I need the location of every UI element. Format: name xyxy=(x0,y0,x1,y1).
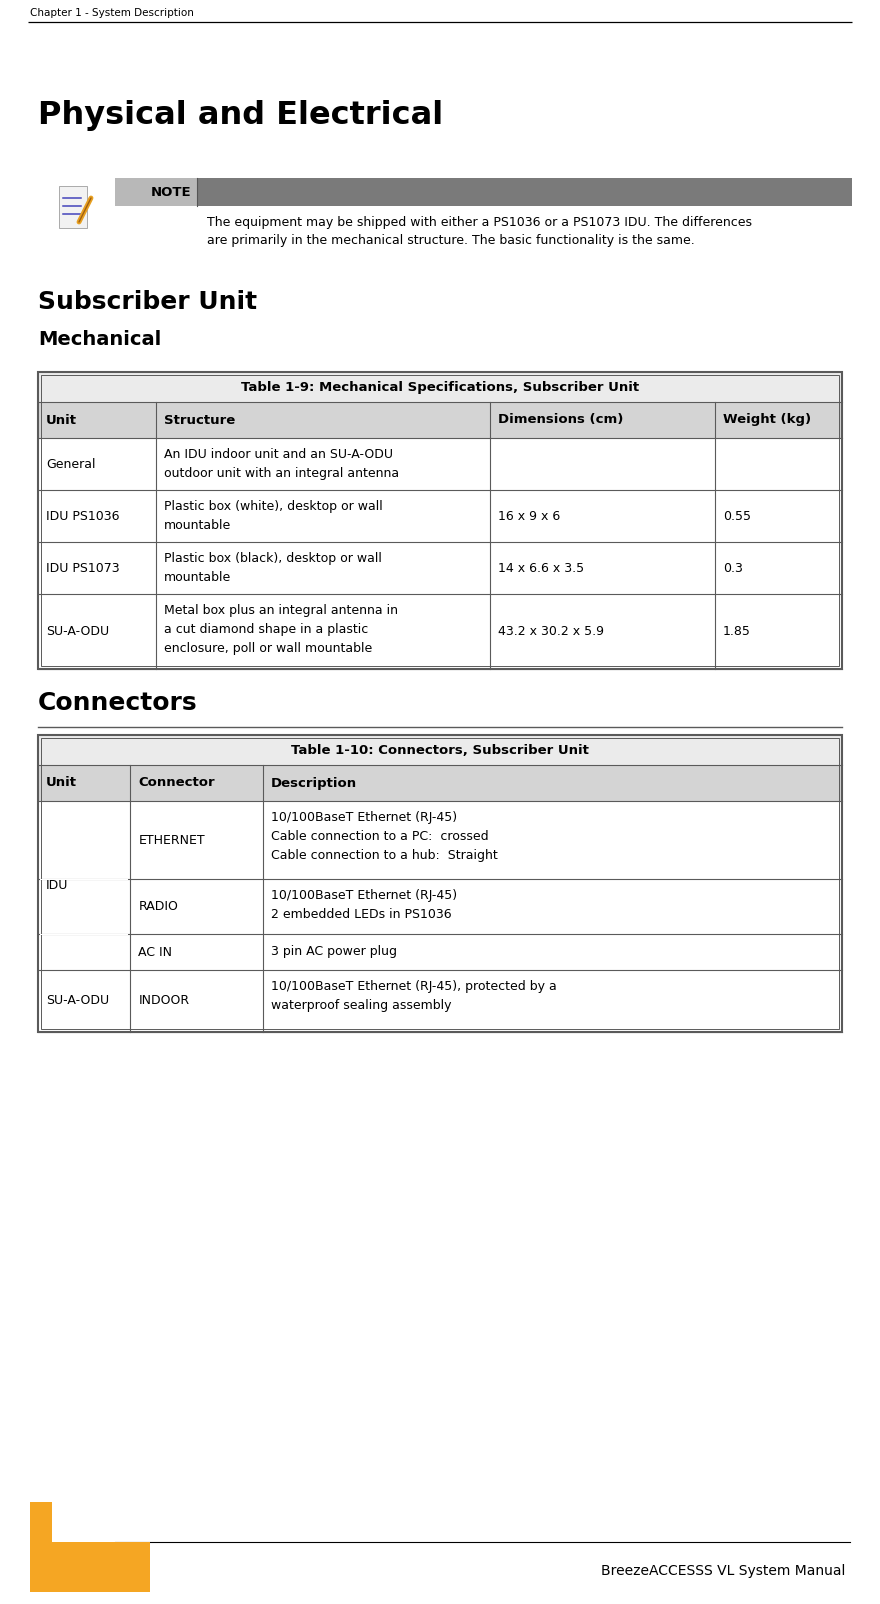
Text: Unit: Unit xyxy=(46,414,77,427)
Text: SU-A-ODU: SU-A-ODU xyxy=(46,994,109,1007)
Text: Dimensions (cm): Dimensions (cm) xyxy=(498,414,623,427)
Text: Physical and Electrical: Physical and Electrical xyxy=(38,99,444,132)
Text: The equipment may be shipped with either a PS1036 or a PS1073 IDU. The differenc: The equipment may be shipped with either… xyxy=(207,217,752,229)
Text: 10/100BaseT Ethernet (RJ-45)
2 embedded LEDs in PS1036: 10/100BaseT Ethernet (RJ-45) 2 embedded … xyxy=(271,889,458,921)
Text: Plastic box (black), desktop or wall
mountable: Plastic box (black), desktop or wall mou… xyxy=(165,552,382,584)
Text: Mechanical: Mechanical xyxy=(38,330,161,350)
Bar xyxy=(59,186,87,228)
Bar xyxy=(38,765,842,800)
Bar xyxy=(38,735,842,1031)
Text: 1.85: 1.85 xyxy=(723,626,751,638)
Text: 0.55: 0.55 xyxy=(723,510,751,523)
Text: 10/100BaseT Ethernet (RJ-45), protected by a
waterproof sealing assembly: 10/100BaseT Ethernet (RJ-45), protected … xyxy=(271,980,557,1012)
Text: Metal box plus an integral antenna in
a cut diamond shape in a plastic
enclosure: Metal box plus an integral antenna in a … xyxy=(165,605,398,654)
Text: 43.2 x 30.2 x 5.9: 43.2 x 30.2 x 5.9 xyxy=(498,626,604,638)
Text: 16 x 9 x 6: 16 x 9 x 6 xyxy=(498,510,560,523)
Text: IDU PS1073: IDU PS1073 xyxy=(46,561,120,574)
Text: are primarily in the mechanical structure. The basic functionality is the same.: are primarily in the mechanical structur… xyxy=(207,234,694,247)
Bar xyxy=(38,372,842,669)
Text: 0.3: 0.3 xyxy=(723,561,743,574)
Bar xyxy=(41,375,839,666)
Text: Description: Description xyxy=(271,776,357,789)
Text: Unit: Unit xyxy=(46,776,77,789)
Bar xyxy=(38,403,842,438)
Text: An IDU indoor unit and an SU-A-ODU
outdoor unit with an integral antenna: An IDU indoor unit and an SU-A-ODU outdo… xyxy=(165,448,400,480)
Text: Structure: Structure xyxy=(165,414,236,427)
Bar xyxy=(30,1541,150,1593)
Text: Connector: Connector xyxy=(138,776,215,789)
Text: Subscriber Unit: Subscriber Unit xyxy=(38,290,257,314)
Bar xyxy=(115,178,852,205)
Text: SU-A-ODU: SU-A-ODU xyxy=(46,626,109,638)
Text: Weight (kg): Weight (kg) xyxy=(723,414,811,427)
Text: RADIO: RADIO xyxy=(138,900,179,913)
Text: BreezeACCESSS VL System Manual: BreezeACCESSS VL System Manual xyxy=(601,1564,845,1578)
Text: IDU: IDU xyxy=(46,879,69,892)
Text: Plastic box (white), desktop or wall
mountable: Plastic box (white), desktop or wall mou… xyxy=(165,500,383,533)
Bar xyxy=(38,372,842,403)
Text: IDU PS1036: IDU PS1036 xyxy=(46,510,120,523)
Text: INDOOR: INDOOR xyxy=(138,994,189,1007)
Text: General: General xyxy=(46,457,96,470)
Bar xyxy=(115,178,197,205)
Text: Table 1-10: Connectors, Subscriber Unit: Table 1-10: Connectors, Subscriber Unit xyxy=(291,744,589,757)
Text: Connectors: Connectors xyxy=(38,691,198,715)
Text: AC IN: AC IN xyxy=(138,945,172,959)
Text: 10/100BaseT Ethernet (RJ-45)
Cable connection to a PC:  crossed
Cable connection: 10/100BaseT Ethernet (RJ-45) Cable conne… xyxy=(271,812,498,861)
Text: Table 1-9: Mechanical Specifications, Subscriber Unit: Table 1-9: Mechanical Specifications, Su… xyxy=(241,380,639,393)
Text: ETHERNET: ETHERNET xyxy=(138,834,205,847)
Text: NOTE: NOTE xyxy=(150,186,191,199)
Bar xyxy=(41,738,839,1030)
Bar xyxy=(30,1501,52,1593)
Text: 14 x 6.6 x 3.5: 14 x 6.6 x 3.5 xyxy=(498,561,584,574)
Bar xyxy=(38,735,842,765)
Text: Chapter 1 - System Description: Chapter 1 - System Description xyxy=(30,8,194,18)
Text: 3 pin AC power plug: 3 pin AC power plug xyxy=(271,945,397,959)
